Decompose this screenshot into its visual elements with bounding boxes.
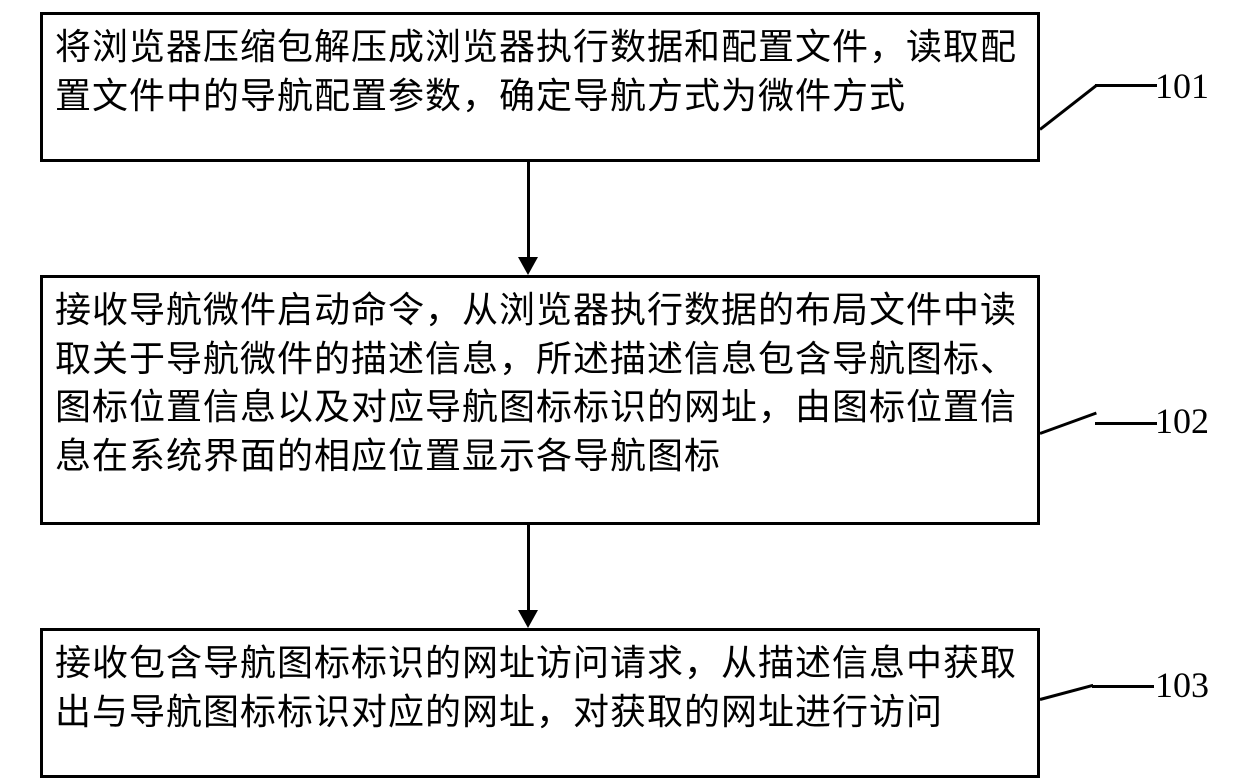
leader-line <box>1095 422 1157 425</box>
arrow-line <box>527 162 530 257</box>
arrow-head-icon <box>518 610 538 628</box>
leader-line <box>1095 84 1157 87</box>
flowchart-step-2: 接收导航微件启动命令，从浏览器执行数据的布局文件中读取关于导航微件的描述信息，所… <box>40 275 1040 525</box>
arrow-head-icon <box>518 257 538 275</box>
step-2-text: 接收导航微件启动命令，从浏览器执行数据的布局文件中读取关于导航微件的描述信息，所… <box>55 286 1025 480</box>
step-label-102: 102 <box>1155 400 1209 442</box>
flowchart-step-3: 接收包含导航图标标识的网址访问请求，从描述信息中获取出与导航图标标识对应的网址，… <box>40 628 1040 778</box>
leader-line <box>1039 412 1096 435</box>
leader-line <box>1092 685 1154 688</box>
arrow-line <box>527 525 530 610</box>
leader-line <box>1039 84 1098 131</box>
step-1-text: 将浏览器压缩包解压成浏览器执行数据和配置文件，读取配置文件中的导航配置参数，确定… <box>55 23 1025 120</box>
step-label-103: 103 <box>1155 664 1209 706</box>
step-3-text: 接收包含导航图标标识的网址访问请求，从描述信息中获取出与导航图标标识对应的网址，… <box>55 639 1025 736</box>
leader-line <box>1040 684 1094 701</box>
step-label-101: 101 <box>1155 65 1209 107</box>
flowchart-step-1: 将浏览器压缩包解压成浏览器执行数据和配置文件，读取配置文件中的导航配置参数，确定… <box>40 12 1040 162</box>
